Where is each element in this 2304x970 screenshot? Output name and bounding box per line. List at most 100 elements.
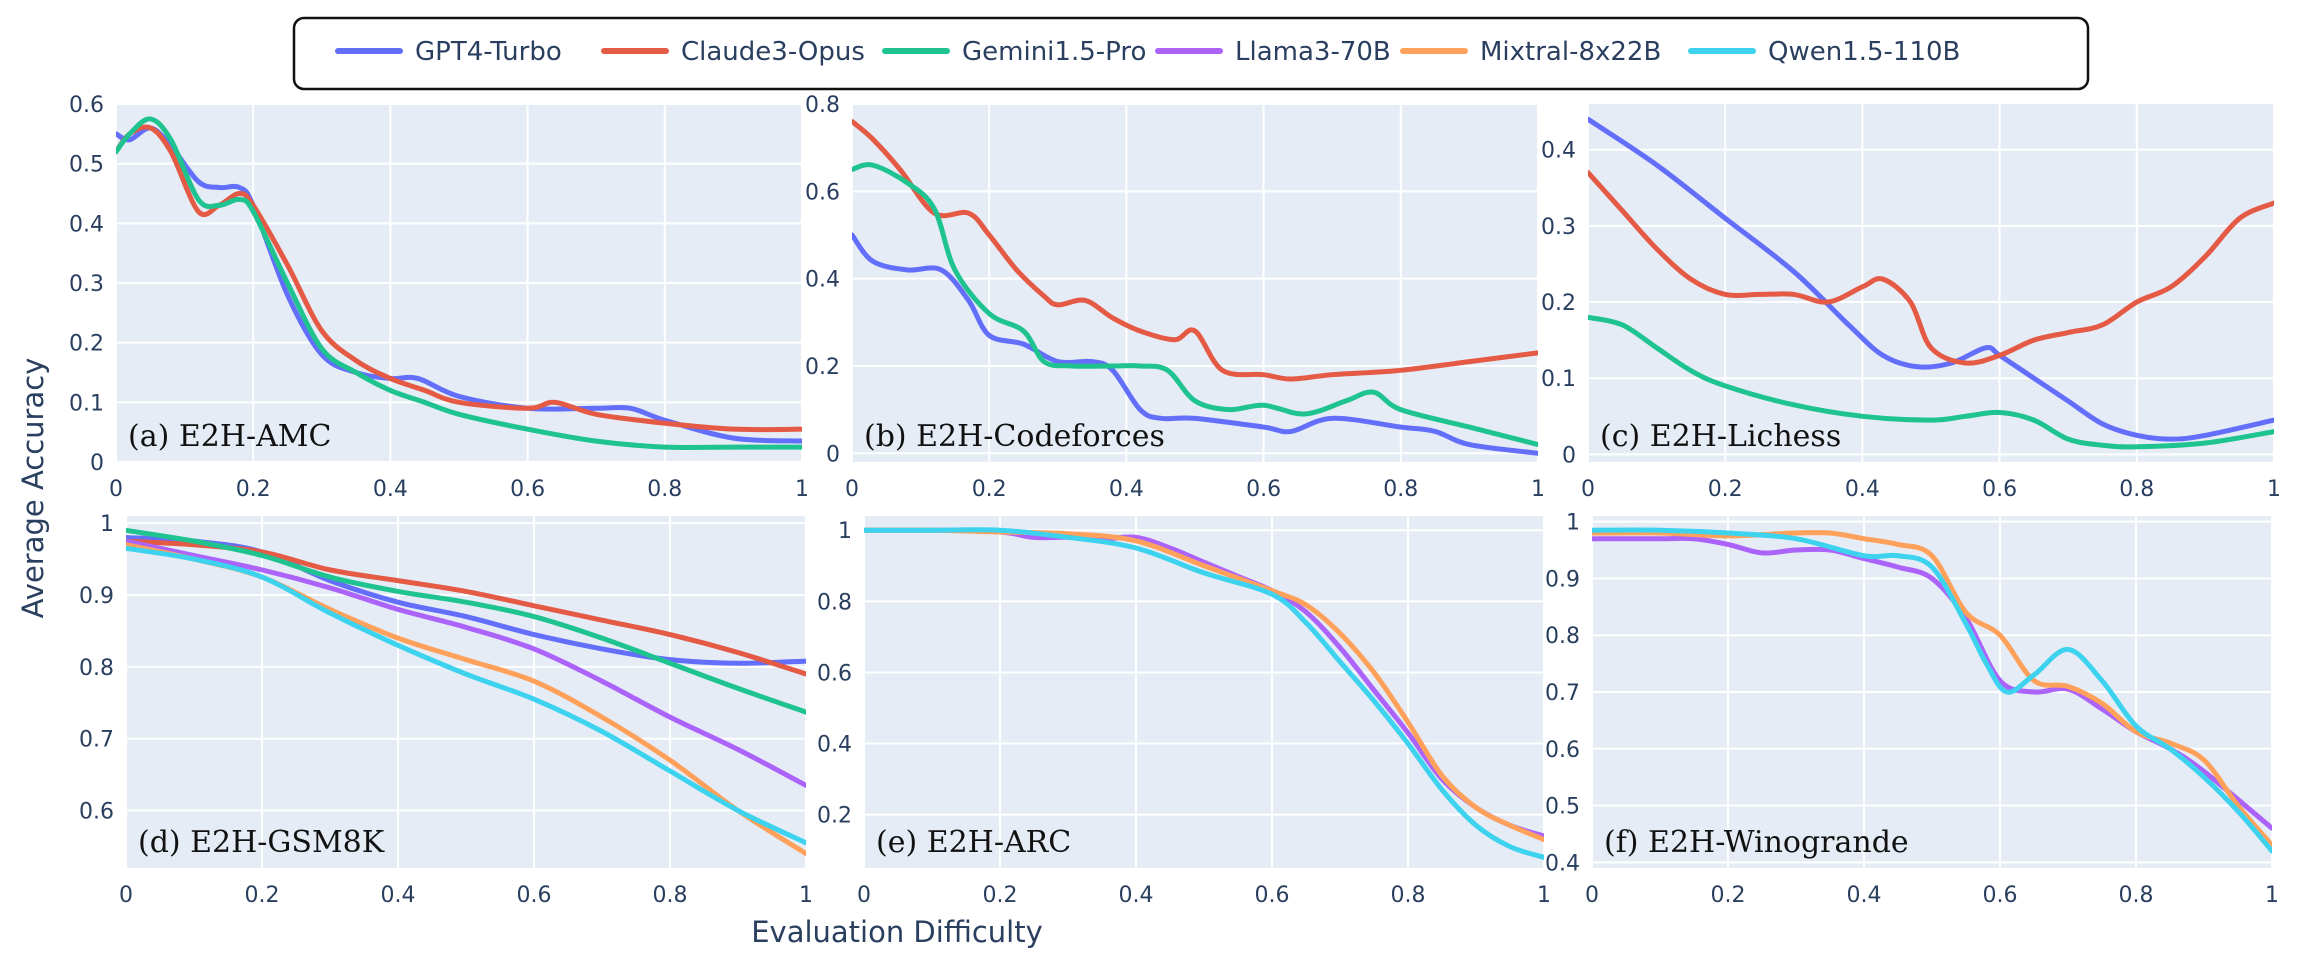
series-lines <box>1592 527 2272 854</box>
panel-d-e2h-gsm8k: 0 0.2 0.4 0.6 0.8 1 0.6 0.7 0.8 0.9 1 (d) E2H-GSM8K <box>79 512 813 908</box>
y-axis-label: Average Accuracy <box>16 358 50 619</box>
y-tick-label: 0.2 <box>817 804 852 829</box>
plot-area <box>126 516 806 868</box>
y-tick-label: 0.7 <box>79 728 114 753</box>
legend-item-mixtral-8x22b[interactable]: Mixtral-8x22B <box>1400 37 1661 67</box>
series-line-claude3-opus[interactable] <box>116 124 802 433</box>
panel-b-e2h-codeforces: 0 0.2 0.4 0.6 0.8 1 0 0.2 0.4 0.6 0.8 (b) E2H-Codef… <box>805 93 1545 502</box>
x-tick-label: 0.2 <box>972 477 1007 502</box>
y-tick-label: 0.2 <box>805 355 840 380</box>
legend-label-gemini1-5-pro: Gemini1.5-Pro <box>962 37 1146 67</box>
x-tick-label: 1 <box>2265 883 2279 908</box>
y-tick-label: 0.6 <box>69 93 104 118</box>
series-line-gemini1-5-pro[interactable] <box>1588 314 2274 450</box>
x-tick-label: 1 <box>1531 477 1545 502</box>
panel-title: (d) E2H-GSM8K <box>138 825 385 860</box>
legend-item-gpt4-turbo[interactable]: GPT4-Turbo <box>335 37 562 67</box>
y-tick-label: 0.6 <box>1545 738 1580 763</box>
series-line-gemini1-5-pro[interactable] <box>126 527 806 715</box>
x-tick-label: 0 <box>1585 883 1599 908</box>
plot-area <box>1588 104 2274 462</box>
series-line-qwen1-5-110b[interactable] <box>864 527 1544 860</box>
x-tick-label: 0.2 <box>983 883 1018 908</box>
x-tick-label: 0.4 <box>1109 477 1144 502</box>
y-tick-label: 0.3 <box>1541 215 1576 240</box>
y-tick-label: 0.5 <box>1545 795 1580 820</box>
y-tick-label: 0.5 <box>69 153 104 178</box>
legend-label-qwen1-5-110b: Qwen1.5-110B <box>1768 37 1960 67</box>
x-tick-label: 0.8 <box>2119 883 2154 908</box>
y-tick-label: 0.8 <box>805 93 840 118</box>
x-axis-label: Evaluation Difficulty <box>751 915 1043 949</box>
y-tick-label: 0.1 <box>1541 367 1576 392</box>
legend-item-llama3-70b[interactable]: Llama3-70B <box>1155 37 1391 67</box>
y-tick-label: 0.6 <box>805 180 840 205</box>
series-lines <box>864 527 1544 860</box>
y-tick-label: 0.8 <box>1545 624 1580 649</box>
y-tick-label: 0.4 <box>805 268 840 293</box>
x-tick-label: 0.6 <box>510 477 545 502</box>
panel-c-e2h-lichess: 0 0.2 0.4 0.6 0.8 100.10.20.30.4(c) E2H-Liche… <box>1541 104 2281 502</box>
series-line-claude3-opus[interactable] <box>1588 170 2274 366</box>
x-tick-label: 0.4 <box>1119 883 1154 908</box>
series-line-gpt4-turbo[interactable] <box>852 232 1538 456</box>
x-tick-label: 0 <box>1581 477 1595 502</box>
y-tick-label: 0.6 <box>79 800 114 825</box>
y-tick-label: 0.8 <box>79 656 114 681</box>
y-tick-label: 0.6 <box>817 661 852 686</box>
series-line-llama3-70b[interactable] <box>126 538 806 788</box>
x-tick-label: 1 <box>795 477 809 502</box>
x-tick-label: 0 <box>119 883 133 908</box>
series-line-qwen1-5-110b[interactable] <box>126 545 806 846</box>
legend-label-mixtral-8x22b: Mixtral-8x22B <box>1480 37 1661 67</box>
x-tick-label: 0.4 <box>1845 477 1880 502</box>
x-tick-label: 0.8 <box>647 477 682 502</box>
x-tick-label: 0 <box>109 477 123 502</box>
y-tick-label: 0.7 <box>1545 681 1580 706</box>
series-line-gemini1-5-pro[interactable] <box>116 116 802 451</box>
x-tick-label: 0.2 <box>1708 477 1743 502</box>
panel-a-e2h-amc: 0 0.2 0.4 0.6 0.8 1 0 0.1 0.2 0.3 0.4 0.5 0.6 (a) E2H… <box>69 93 809 502</box>
series-line-claude3-opus[interactable] <box>852 118 1538 382</box>
x-tick-label: 0.4 <box>381 883 416 908</box>
y-tick-label: 0.1 <box>69 391 104 416</box>
x-tick-label: 1 <box>799 883 813 908</box>
legend-label-llama3-70b: Llama3-70B <box>1235 37 1391 67</box>
panel-f-e2h-winogrande: 0 0.2 0.4 0.6 0.8 1 0.4 0.5 0.6 0.7 0.8 0.9 1 (f) E2H… <box>1545 511 2279 908</box>
x-tick-label: 1 <box>2267 477 2281 502</box>
legend-label-claude3-opus: Claude3-Opus <box>681 37 865 67</box>
y-tick-label: 0.8 <box>817 590 852 615</box>
x-tick-label: 0.6 <box>1246 477 1281 502</box>
x-tick-label: 0.2 <box>236 477 271 502</box>
x-tick-label: 0 <box>857 883 871 908</box>
y-tick-label: 0.4 <box>1541 139 1576 164</box>
x-tick-label: 0.8 <box>653 883 688 908</box>
panel-title: (b) E2H-Codeforces <box>864 419 1165 454</box>
x-tick-label: 0.6 <box>517 883 552 908</box>
y-tick-label: 1 <box>100 512 114 537</box>
legend-item-gemini1-5-pro[interactable]: Gemini1.5-Pro <box>882 37 1146 67</box>
y-tick-label: 1 <box>1566 511 1580 536</box>
y-tick-label: 1 <box>838 519 852 544</box>
y-tick-label: 0 <box>90 451 104 476</box>
y-tick-label: 0.2 <box>69 332 104 357</box>
x-tick-label: 1 <box>1537 883 1551 908</box>
legend-label-gpt4-turbo: GPT4-Turbo <box>415 37 562 67</box>
x-tick-label: 0.8 <box>1383 477 1418 502</box>
series-line-gemini1-5-pro[interactable] <box>852 162 1538 448</box>
legend-item-claude3-opus[interactable]: Claude3-Opus <box>601 37 865 67</box>
y-tick-label: 0.9 <box>1545 567 1580 592</box>
series-lines <box>126 527 806 857</box>
legend-item-qwen1-5-110b[interactable]: Qwen1.5-110B <box>1688 37 1960 67</box>
series-line-qwen1-5-110b[interactable] <box>1592 527 2272 854</box>
x-tick-label: 0.6 <box>1983 883 2018 908</box>
panel-title: (a) E2H-AMC <box>128 419 331 454</box>
y-tick-label: 0.2 <box>1541 291 1576 316</box>
panel-e-e2h-arc: 0 0.2 0.4 0.6 0.8 1 0.2 0.4 0.6 0.8 1 (e) E2H-ARC <box>817 516 1551 908</box>
series-line-gpt4-turbo[interactable] <box>1588 116 2274 442</box>
y-tick-label: 0.4 <box>1545 851 1580 876</box>
x-tick-label: 0.2 <box>245 883 280 908</box>
panel-title: (c) E2H-Lichess <box>1600 419 1841 454</box>
y-tick-label: 0 <box>1562 443 1576 468</box>
